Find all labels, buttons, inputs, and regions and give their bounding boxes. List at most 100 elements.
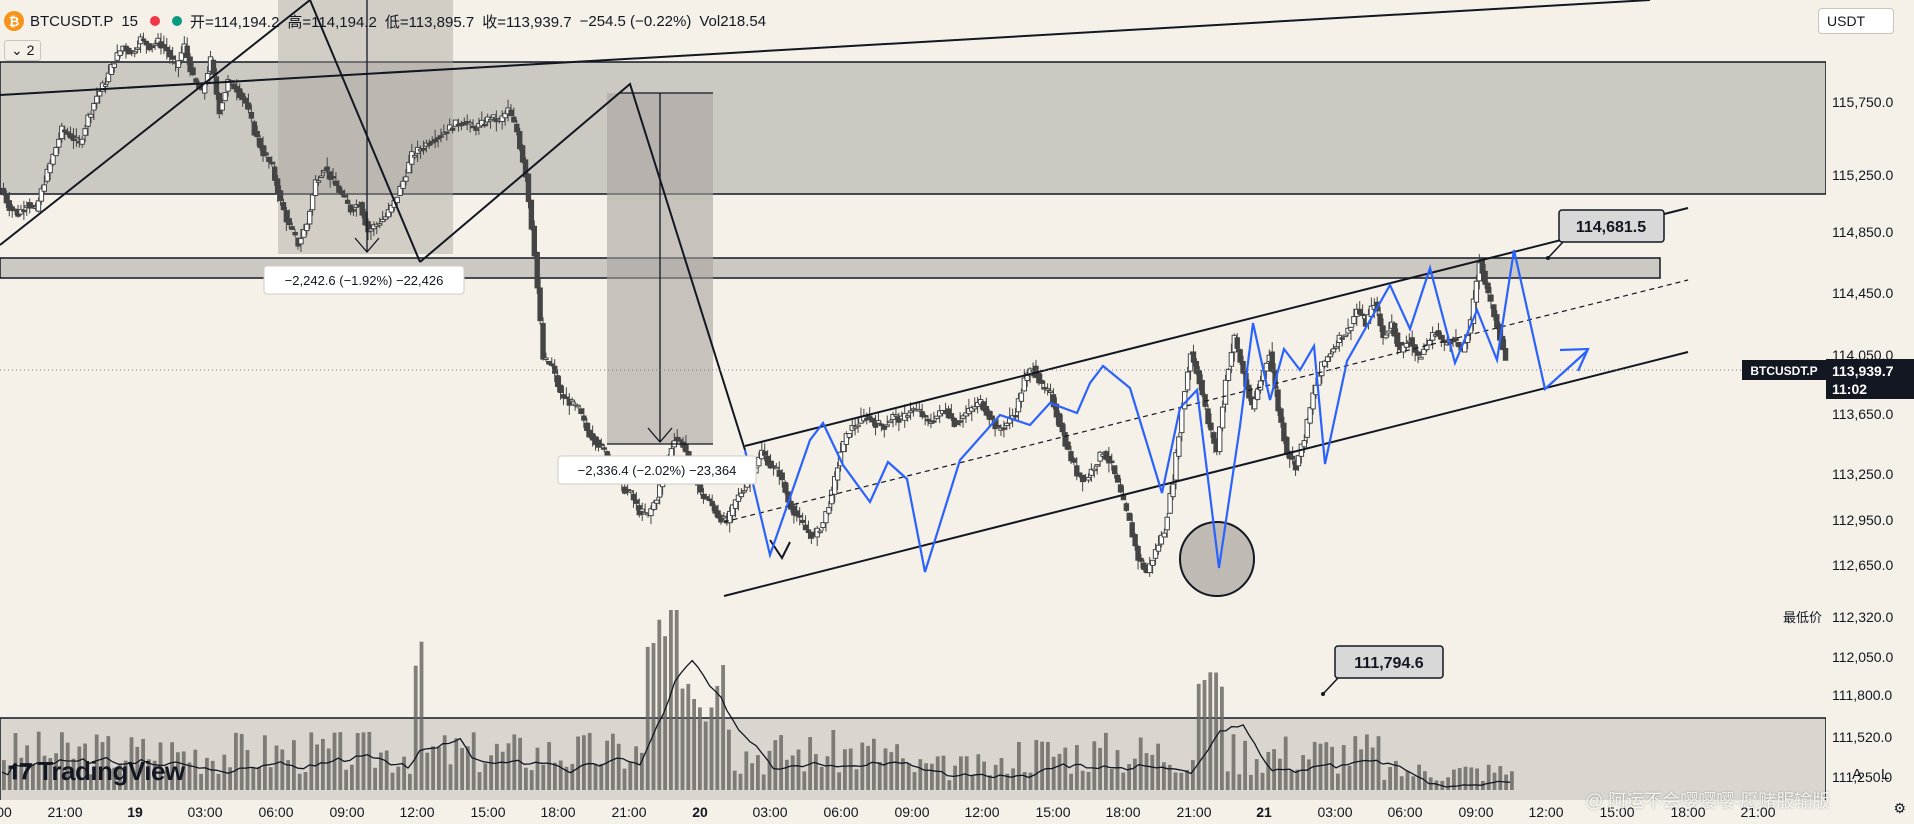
status-dot-icon — [150, 16, 161, 26]
candle-body — [770, 465, 777, 468]
volume-bar — [605, 740, 609, 790]
volume-bar — [1167, 764, 1172, 790]
candle-body — [1473, 280, 1480, 303]
volume-bar — [1080, 770, 1085, 790]
volume-bar — [582, 735, 586, 790]
candle-body — [514, 123, 520, 133]
time-tick-label: 18:00 — [540, 804, 575, 820]
candle-body — [1380, 325, 1386, 339]
candle-body — [108, 64, 115, 76]
measure-label-1: −2,242.6 (−1.92%) −22,426 — [263, 265, 465, 295]
candle-body — [995, 424, 1001, 428]
currency-select[interactable]: USDT — [1818, 8, 1894, 34]
candle-body — [420, 148, 427, 151]
time-tick-label: 21:00 — [47, 804, 82, 820]
volume-bar — [1196, 683, 1201, 790]
candle-body — [986, 410, 992, 420]
volume-bar — [1434, 780, 1439, 790]
volume-bar — [1046, 741, 1050, 790]
volume-bar — [645, 646, 650, 790]
candle-body — [741, 490, 747, 493]
log-scale-button[interactable]: L — [1880, 765, 1890, 783]
volume-bar — [831, 730, 836, 790]
volume-bar — [77, 746, 82, 790]
ohlc-high: 高=114,194.2 — [287, 13, 377, 31]
volume-bar — [239, 733, 244, 790]
candle-body — [925, 418, 931, 422]
volume-bar — [1353, 736, 1358, 790]
candle-body — [1117, 484, 1124, 493]
candle-body — [1158, 534, 1165, 545]
chevron-down-icon: ⌄ — [11, 42, 23, 58]
brand-logo: 𝟏𝟕 TradingView — [8, 756, 185, 787]
interval[interactable]: 15 — [121, 12, 139, 30]
volume-bar — [1388, 767, 1392, 790]
candle-body — [406, 161, 412, 174]
candle-body — [339, 190, 345, 195]
candle-body — [957, 420, 963, 423]
candle-body — [1205, 408, 1211, 425]
price-tick-label: 111,520.0 — [1832, 729, 1892, 745]
candle-body — [53, 147, 59, 157]
volume-bar — [152, 760, 157, 790]
candle-body — [1324, 356, 1331, 362]
candle-body — [438, 135, 444, 138]
candle-body — [534, 251, 540, 289]
candle-body — [1319, 361, 1325, 377]
candle-body — [289, 226, 295, 230]
candle-body — [260, 145, 266, 157]
candle-body — [499, 115, 505, 122]
candle-body — [840, 440, 847, 453]
volume-bar — [1121, 772, 1126, 790]
ohlc-low: 低=113,895.7 — [384, 13, 475, 31]
candle-body — [721, 515, 727, 519]
volume-bar — [135, 746, 140, 790]
volume-bar — [1486, 764, 1491, 790]
volume-bar — [1452, 769, 1456, 790]
candle-body — [566, 398, 572, 406]
volume-bar — [703, 721, 708, 790]
volume-bar — [669, 610, 673, 790]
gear-icon[interactable]: ⚙ — [1893, 800, 1906, 816]
volume-bar — [790, 755, 795, 790]
volume-bar — [622, 768, 627, 790]
candle-body — [1044, 388, 1051, 391]
channel-upper — [744, 207, 1689, 447]
volume-bar — [1283, 736, 1288, 790]
indicators-toggle[interactable]: ⌄ 2 — [4, 40, 42, 61]
volume-bar — [251, 766, 256, 790]
candle-body — [963, 412, 969, 417]
candle-body — [1085, 476, 1092, 481]
auto-scale-button[interactable]: A — [1851, 765, 1862, 783]
candle-body — [134, 47, 141, 50]
candle-body — [1074, 465, 1080, 477]
candle-body — [1161, 532, 1167, 538]
time-tick-label: 09:00 — [1458, 804, 1493, 820]
candle-body — [225, 79, 231, 92]
candle-body — [820, 522, 826, 528]
candle-body — [1114, 474, 1121, 483]
symbol-name[interactable]: BTCUSDT.P — [30, 12, 114, 30]
volume-bar — [1005, 773, 1010, 790]
volume-bar — [60, 732, 64, 790]
candle-body — [1039, 379, 1045, 384]
volume-bar — [1214, 672, 1218, 790]
volume-bar — [616, 743, 621, 790]
volume-bar — [471, 732, 476, 790]
volume-bar — [54, 753, 58, 790]
time-tick-label: 20 — [692, 804, 708, 820]
candle-body — [479, 119, 485, 127]
candle-body — [1488, 294, 1494, 302]
candle-body — [368, 228, 374, 232]
candle-body — [1106, 455, 1112, 464]
volume-bar — [1185, 769, 1189, 790]
volume-bar — [947, 780, 952, 790]
volume-bar — [779, 735, 783, 790]
volume-bar — [1336, 773, 1340, 790]
candle-body — [1071, 458, 1077, 463]
candle-body — [1135, 545, 1141, 561]
volume-bar — [19, 757, 24, 790]
candle-body — [1047, 390, 1054, 393]
volume-bar — [94, 734, 99, 790]
